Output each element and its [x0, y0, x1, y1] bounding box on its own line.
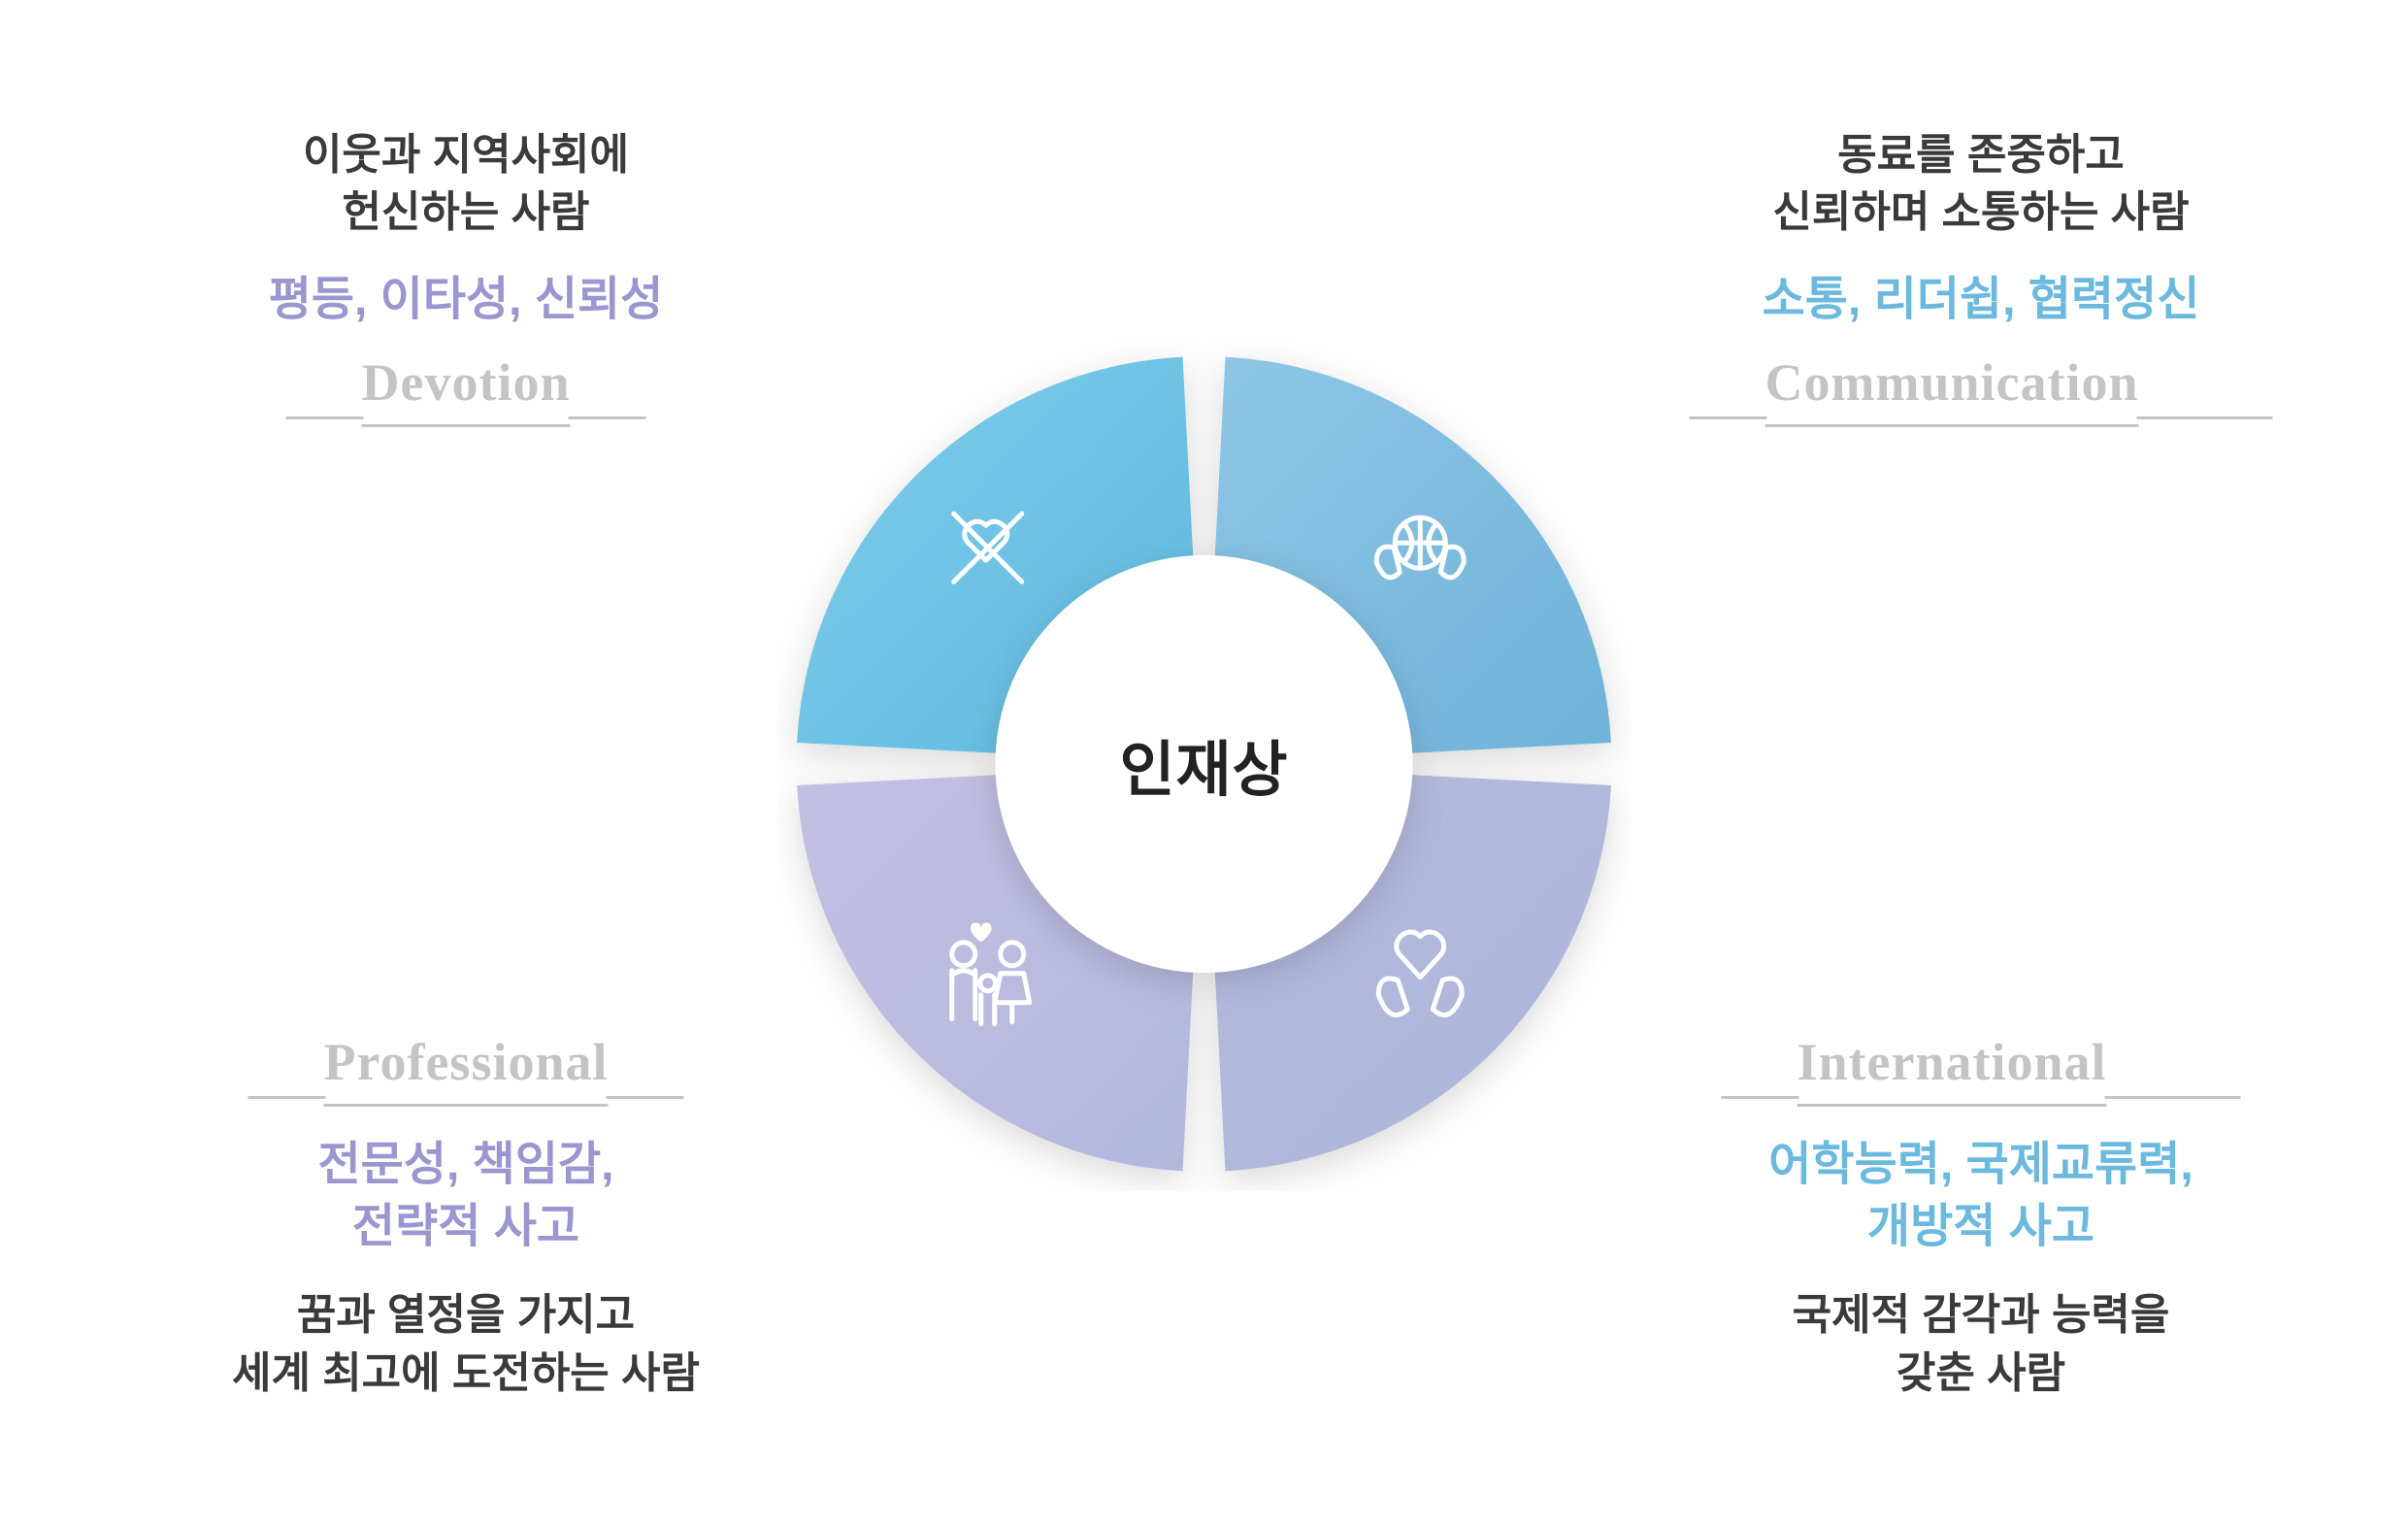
devotion-english-wrap: Devotion	[136, 359, 796, 427]
communication-english: Communication	[1765, 348, 2138, 427]
block-devotion: 이웃과 지역사회에 헌신하는 사람 평등, 이타성, 신뢰성 Devotion	[136, 126, 796, 427]
infographic-stage: 인재상 이웃과 지역사회에 헌신하는 사람 평등, 이타성, 신뢰성 Devot…	[0, 0, 2408, 1528]
international-keywords: 어학능력, 국제교류력, 개방적 사고	[1651, 1134, 2311, 1260]
international-english-wrap: International	[1651, 1039, 2311, 1107]
devotion-english: Devotion	[362, 348, 571, 427]
professional-keywords: 전문성, 책임감, 전략적 사고	[136, 1134, 796, 1260]
devotion-keywords: 평등, 이타성, 신뢰성	[136, 269, 796, 332]
international-desc: 국제적 감각과 능력을 갖춘 사람	[1651, 1286, 2311, 1402]
professional-english: Professional	[324, 1027, 609, 1107]
professional-english-wrap: Professional	[136, 1039, 796, 1107]
communication-desc: 동료를 존중하고 신뢰하며 소통하는 사람	[1651, 126, 2311, 242]
professional-desc: 꿈과 열정을 가지고 세계 최고에 도전하는 사람	[136, 1286, 796, 1402]
donut-ring: 인재상	[777, 337, 1632, 1191]
communication-keywords: 소통, 리더쉽, 협력정신	[1651, 269, 2311, 332]
block-international: International 어학능력, 국제교류력, 개방적 사고 국제적 감각…	[1651, 1039, 2311, 1402]
block-communication: 동료를 존중하고 신뢰하며 소통하는 사람 소통, 리더쉽, 협력정신 Comm…	[1651, 126, 2311, 427]
center-label: 인재상	[1119, 720, 1288, 808]
communication-english-wrap: Communication	[1651, 359, 2311, 427]
devotion-desc: 이웃과 지역사회에 헌신하는 사람	[136, 126, 796, 242]
block-professional: Professional 전문성, 책임감, 전략적 사고 꿈과 열정을 가지고…	[136, 1039, 796, 1402]
international-english: International	[1797, 1027, 2106, 1107]
